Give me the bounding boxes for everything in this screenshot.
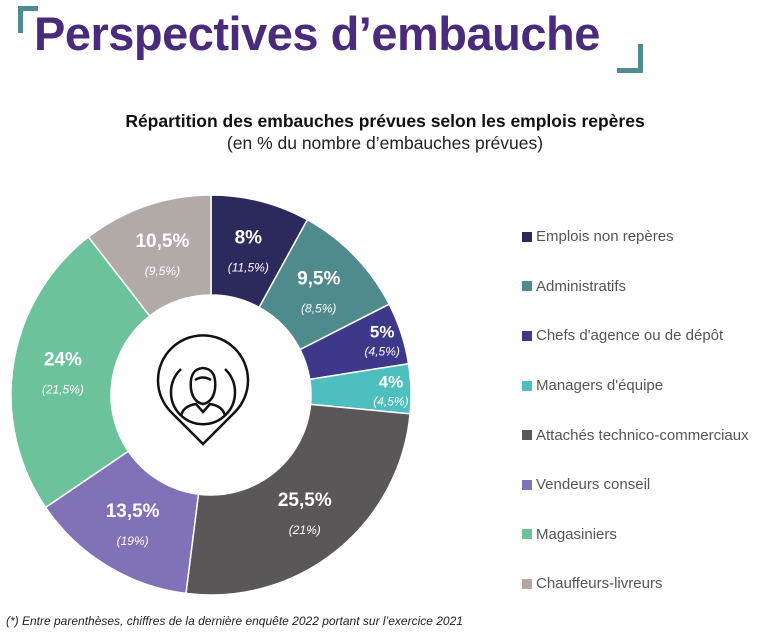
title-bracket-left-h [18, 6, 38, 11]
donut-slice [87, 194, 212, 318]
title-bracket-right-h [617, 68, 643, 73]
data-label: 4% [379, 372, 404, 391]
legend-label: Attachés technico-commerciaux [536, 426, 749, 444]
previous-value-label: (21%) [289, 523, 321, 537]
page-title: Perspectives d’embauche [34, 7, 600, 60]
legend-label: Emplois non repères [536, 228, 674, 246]
legend-swatch [522, 231, 532, 242]
previous-value-label: (4,5%) [373, 394, 408, 408]
legend-label: Managers d'équipe [536, 377, 664, 395]
previous-value-label: (8,5%) [301, 302, 336, 316]
data-label: 9,5% [297, 269, 340, 290]
person-location-pin-icon [156, 334, 250, 446]
legend-item: Chefs d'agence ou de dépôt [522, 311, 749, 361]
legend-swatch [522, 430, 532, 441]
footnote: (*) Entre parenthèses, chiffres de la de… [6, 614, 463, 628]
legend-item: Administratifs [522, 262, 749, 312]
legend-label: Administratifs [536, 277, 627, 295]
legend-swatch [522, 281, 532, 292]
data-label: 13,5% [106, 501, 160, 522]
legend-label: Magasiniers [536, 525, 617, 543]
data-label: 8% [235, 228, 263, 249]
legend-label: Chauffeurs-livreurs [536, 575, 663, 593]
chart-legend: Emplois non repères Administratifs Chefs d… [522, 212, 749, 609]
legend-swatch [522, 578, 532, 589]
legend-item: Chauffeurs-livreurs [522, 559, 749, 609]
legend-item: Managers d'équipe [522, 361, 749, 411]
title-bracket-left-v [18, 6, 23, 33]
donut-slice [185, 403, 411, 596]
data-label: 24% [44, 350, 82, 371]
legend-item: Magasiniers [522, 510, 749, 560]
data-label: 5% [370, 322, 395, 341]
legend-swatch [522, 330, 532, 341]
chart-title: Répartition des embauches prévues selon … [125, 111, 645, 131]
previous-value-label: (11,5%) [228, 261, 269, 275]
data-label: 10,5% [135, 231, 189, 252]
legend-item: Emplois non repères [522, 212, 749, 262]
chart-subtitle: (en % du nombre d’embauches prévues) [226, 133, 544, 153]
title-bracket-right-v [638, 44, 643, 73]
legend-label: Chefs d'agence ou de dépôt [536, 327, 724, 345]
legend-swatch [522, 479, 532, 490]
donut-slice [10, 235, 151, 509]
legend-item: Vendeurs conseil [522, 460, 749, 510]
previous-value-label: (21,5%) [42, 383, 84, 397]
previous-value-label: (9,5%) [145, 264, 180, 278]
legend-label: Vendeurs conseil [536, 476, 651, 494]
data-label: 25,5% [278, 490, 332, 511]
previous-value-label: (19%) [117, 534, 149, 548]
legend-item: Attachés technico-commerciaux [522, 410, 749, 460]
previous-value-label: (4,5%) [365, 344, 400, 358]
legend-swatch [522, 380, 532, 391]
legend-swatch [522, 529, 532, 540]
